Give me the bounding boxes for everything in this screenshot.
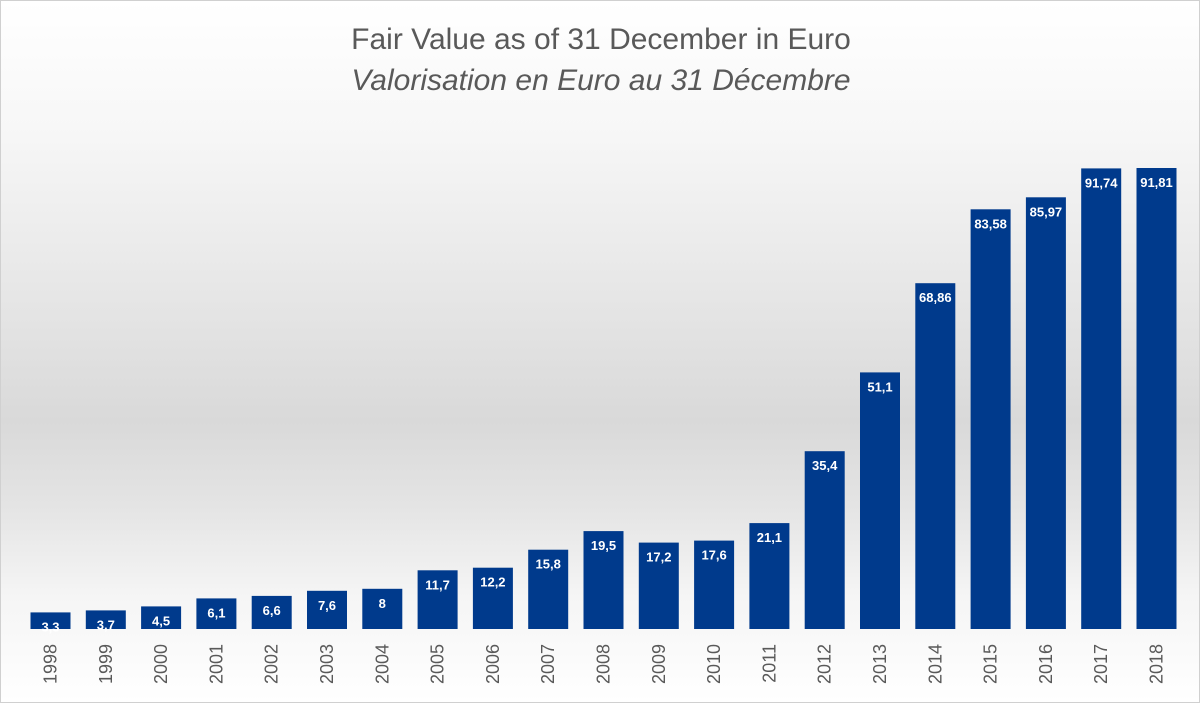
x-tick-label-1999: 1999 — [96, 644, 116, 684]
bar-2013 — [860, 372, 900, 629]
x-tick-label-2007: 2007 — [538, 644, 558, 684]
x-tick-label-2002: 2002 — [262, 644, 282, 684]
x-tick-label-2005: 2005 — [428, 644, 448, 684]
bar-2004 — [362, 588, 403, 629]
data-label-2010: 17,6 — [701, 548, 726, 563]
bar-2010 — [694, 540, 735, 629]
data-label-2003: 7,6 — [318, 598, 336, 613]
x-tick-label-2010: 2010 — [704, 644, 724, 684]
bar-2007 — [528, 549, 569, 629]
data-label-2012: 35,4 — [812, 458, 838, 473]
data-label-2015: 83,58 — [974, 216, 1007, 231]
bar-1998 — [30, 612, 71, 629]
x-tick-label-2016: 2016 — [1036, 644, 1056, 684]
data-label-2005: 11,7 — [425, 577, 450, 592]
x-tick-label-2012: 2012 — [815, 644, 835, 684]
x-tick-label-2009: 2009 — [649, 644, 669, 684]
x-tick-label-2015: 2015 — [981, 644, 1001, 684]
bar-2016 — [1025, 197, 1066, 630]
data-label-2004: 8 — [379, 596, 386, 611]
data-label-1999: 3,7 — [97, 617, 115, 632]
bar-2001 — [196, 598, 237, 629]
x-tick-label-2003: 2003 — [317, 644, 337, 684]
data-label-2017: 91,74 — [1085, 175, 1118, 190]
x-tick-label-2001: 2001 — [206, 644, 226, 684]
bar-2012 — [804, 451, 845, 629]
data-label-2006: 12,2 — [480, 575, 505, 590]
data-label-2009: 17,2 — [646, 550, 671, 565]
bar-2003 — [307, 590, 347, 629]
x-tick-label-1998: 1998 — [41, 644, 61, 684]
bar-1999 — [85, 610, 126, 629]
bar-2011 — [749, 523, 790, 629]
x-tick-label-2006: 2006 — [483, 644, 503, 684]
x-tick-label-2014: 2014 — [925, 644, 945, 684]
x-tick-label-2013: 2013 — [870, 644, 890, 684]
data-label-2018: 91,81 — [1140, 175, 1173, 190]
data-label-2016: 85,97 — [1030, 204, 1063, 219]
data-label-2000: 4,5 — [152, 613, 170, 628]
chart-title: Fair Value as of 31 December in Euro — [351, 23, 851, 56]
bar-2014 — [915, 283, 956, 629]
data-label-2013: 51,1 — [867, 379, 892, 394]
bar-2000 — [141, 606, 182, 629]
bar-2018 — [1136, 168, 1177, 629]
bar-2002 — [251, 595, 292, 629]
bar-2005 — [417, 570, 458, 629]
data-label-2007: 15,8 — [536, 557, 561, 572]
chart-subtitle: Valorisation en Euro au 31 Décembre — [351, 64, 851, 97]
data-label-2002: 6,6 — [263, 603, 281, 618]
bar-2008 — [583, 531, 624, 629]
data-label-2001: 6,1 — [207, 605, 225, 620]
x-tick-label-2018: 2018 — [1147, 644, 1167, 684]
x-tick-label-2004: 2004 — [372, 644, 392, 684]
bar-2017 — [1081, 168, 1122, 629]
bar-2006 — [472, 567, 513, 629]
x-tick-label-2000: 2000 — [151, 644, 171, 684]
x-tick-label-2008: 2008 — [594, 644, 614, 684]
data-label-1998: 3,3 — [41, 619, 59, 634]
data-label-2011: 21,1 — [757, 530, 782, 545]
x-tick-label-2011: 2011 — [759, 644, 779, 683]
data-label-2014: 68,86 — [919, 290, 952, 305]
x-tick-label-2017: 2017 — [1091, 644, 1111, 684]
bar-2015 — [970, 209, 1011, 630]
bar-2009 — [638, 542, 679, 629]
data-label-2008: 19,5 — [591, 538, 616, 553]
